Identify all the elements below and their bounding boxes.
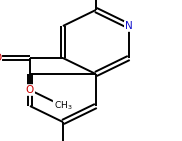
Text: O: O xyxy=(0,53,1,63)
Text: N: N xyxy=(125,21,133,31)
Text: O: O xyxy=(26,85,34,95)
Text: CH$_3$: CH$_3$ xyxy=(54,100,72,112)
